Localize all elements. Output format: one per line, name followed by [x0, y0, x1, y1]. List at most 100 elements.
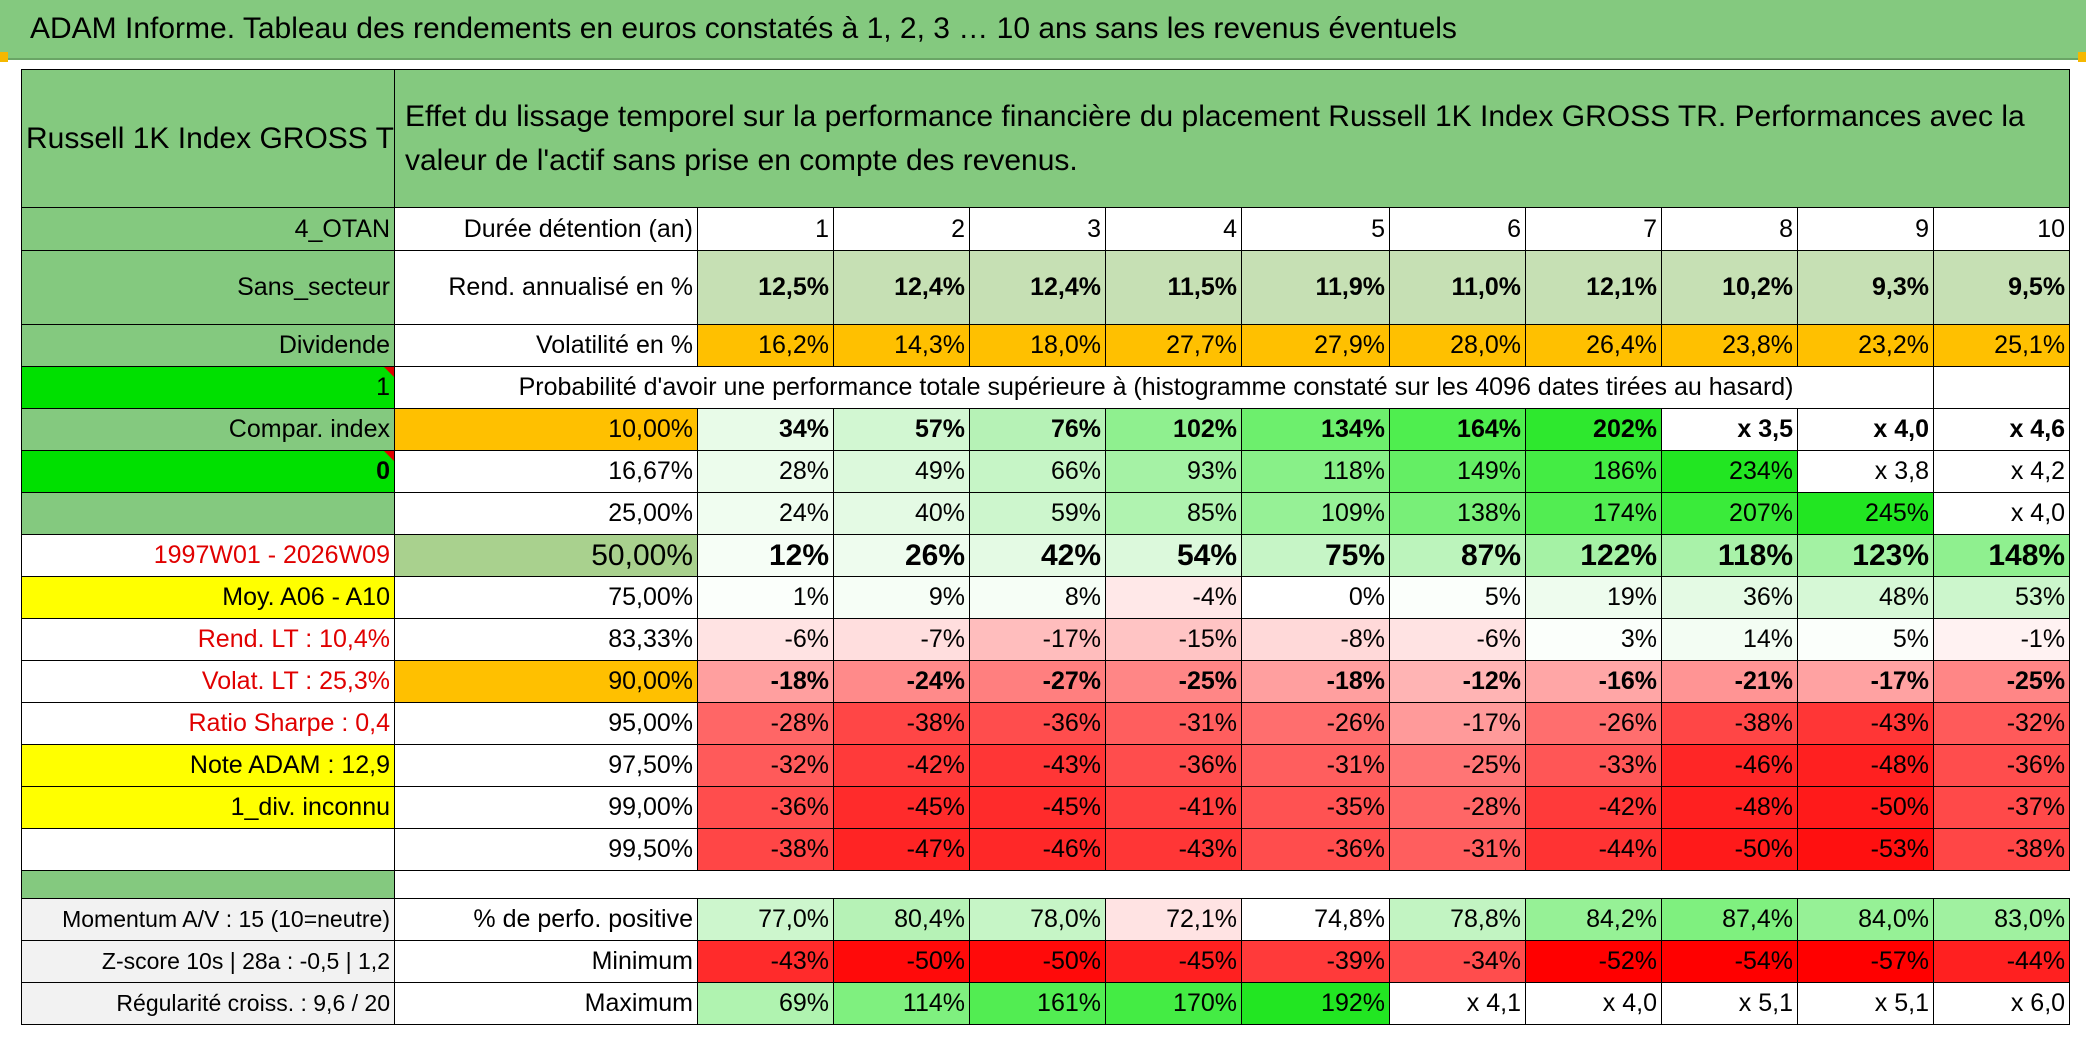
quantile-cell: -33%	[1525, 744, 1662, 787]
quantile-cell: 53%	[1932, 576, 2071, 619]
maximum-cell: x 4,1	[1389, 982, 1526, 1025]
quantile-cell: -17%	[969, 618, 1106, 661]
quantile-cell: 174%	[1525, 492, 1662, 535]
quantile-cell: 19%	[1525, 576, 1662, 619]
return-cell: 11,9%	[1241, 250, 1390, 325]
quantile-cell: -15%	[1105, 618, 1242, 661]
quantile-cell: -26%	[1525, 702, 1662, 745]
quantile-cell: -48%	[1661, 786, 1798, 829]
quantile-cell: -42%	[1525, 786, 1662, 829]
quantile-row: Note ADAM : 12,9 97,50% -32% -42% -43% -…	[21, 744, 2071, 787]
quantile-cell: -37%	[1932, 786, 2071, 829]
quantile-cell: -36%	[969, 702, 1106, 745]
year-header: 4	[1105, 207, 1242, 251]
quantile-cell: -8%	[1241, 618, 1390, 661]
minimum-cell: -54%	[1661, 940, 1798, 983]
quantile-row: Moy. A06 - A10 75,00% 1% 9% 8% -4% 0% 5%…	[21, 576, 2071, 619]
volatility-cell: 18,0%	[969, 324, 1106, 367]
label-momentum: Momentum A/V : 15 (10=neutre)	[21, 898, 395, 941]
quantile-cell: -31%	[1241, 744, 1390, 787]
quantile-row: Volat. LT : 25,3% 90,00% -18% -24% -27% …	[21, 660, 2071, 703]
quantile-cell: -21%	[1661, 660, 1798, 703]
quantile-cell: x 3,5	[1661, 408, 1798, 451]
quantile-cell: -38%	[833, 702, 970, 745]
volatility-cell: 23,2%	[1797, 324, 1934, 367]
quantile-pct: 16,67%	[394, 450, 698, 493]
volatility-label: Volatilité en %	[394, 324, 698, 367]
quantile-cell: -43%	[969, 744, 1106, 787]
quantile-cell: 14%	[1661, 618, 1798, 661]
quantile-cell: 49%	[833, 450, 970, 493]
minimum-cell: -50%	[969, 940, 1106, 983]
quantile-pct: 99,50%	[394, 828, 698, 871]
label-regularite: Régularité croiss. : 9,6 / 20	[21, 982, 395, 1025]
positive-label: % de perfo. positive	[394, 898, 698, 941]
minimum-cell: -52%	[1525, 940, 1662, 983]
quantile-pct: 10,00%	[394, 408, 698, 451]
quantile-cell: -25%	[1105, 660, 1242, 703]
quantile-cell: -45%	[969, 786, 1106, 829]
probability-header-row: 1 Probabilité d'avoir une performance to…	[21, 366, 2071, 409]
quantile-cell: -17%	[1389, 702, 1526, 745]
quantile-cell: 149%	[1389, 450, 1526, 493]
quantile-cell: -7%	[833, 618, 970, 661]
volatility-cell: 25,1%	[1932, 324, 2071, 367]
quantile-row: Compar. index 10,00% 34% 57% 76% 102% 13…	[21, 408, 2071, 451]
annualized-return-row: Sans_secteur Rend. annualisé en % 12,5% …	[21, 250, 2071, 325]
quantile-cell: -26%	[1241, 702, 1390, 745]
quantile-cell: 0%	[1241, 576, 1390, 619]
flag-cell-0: 0	[21, 450, 395, 493]
quantile-cell: 234%	[1661, 450, 1798, 493]
quantile-cell: -38%	[1661, 702, 1798, 745]
quantile-cell: -53%	[1797, 828, 1934, 871]
quantile-cell: 148%	[1932, 534, 2071, 577]
quantile-cell: -36%	[1932, 744, 2071, 787]
quantile-cell: 93%	[1105, 450, 1242, 493]
quantile-row-median: 1997W01 - 2026W09 50,00% 12% 26% 42% 54%…	[21, 534, 2071, 577]
maximum-cell: 161%	[969, 982, 1106, 1025]
quantile-cell: x 4,0	[1797, 408, 1934, 451]
quantile-cell: 24%	[697, 492, 834, 535]
quantile-cell: -50%	[1661, 828, 1798, 871]
maximum-cell: x 4,0	[1525, 982, 1662, 1025]
minimum-cell: -39%	[1241, 940, 1390, 983]
quantile-row: 0 16,67% 28% 49% 66% 93% 118% 149% 186% …	[21, 450, 2071, 493]
positive-cell: 78,0%	[969, 898, 1106, 941]
fund-name: Russell 1K Index GROSS TR	[21, 69, 395, 208]
label-income: Dividende	[21, 324, 395, 367]
quantile-pct: 90,00%	[394, 660, 698, 703]
quantile-cell: -28%	[697, 702, 834, 745]
quantile-cell: x 4,0	[1932, 492, 2071, 535]
return-cell: 12,1%	[1525, 250, 1662, 325]
annualized-return-label: Rend. annualisé en %	[394, 250, 698, 325]
quantile-cell: 102%	[1105, 408, 1242, 451]
maximum-cell: 192%	[1241, 982, 1390, 1025]
quantile-cell: -17%	[1797, 660, 1934, 703]
quantile-cell: 245%	[1797, 492, 1934, 535]
quantile-cell: -38%	[697, 828, 834, 871]
year-header: 2	[833, 207, 970, 251]
minimum-cell: -50%	[833, 940, 970, 983]
return-cell: 10,2%	[1661, 250, 1798, 325]
quantile-cell: 164%	[1389, 408, 1526, 451]
quantile-cell: -6%	[1389, 618, 1526, 661]
quantile-cell: 59%	[969, 492, 1106, 535]
quantile-cell: 122%	[1525, 534, 1662, 577]
positive-cell: 84,0%	[1797, 898, 1934, 941]
quantile-cell: 186%	[1525, 450, 1662, 493]
quantile-cell: -36%	[1105, 744, 1242, 787]
positive-cell: 74,8%	[1241, 898, 1390, 941]
years-row: 4_OTAN Durée détention (an) 1 2 3 4 5 6 …	[21, 207, 2071, 251]
maximum-label: Maximum	[394, 982, 698, 1025]
quantile-cell: 5%	[1389, 576, 1526, 619]
year-header: 5	[1241, 207, 1390, 251]
quantile-row: 1_div. inconnu 99,00% -36% -45% -45% -41…	[21, 786, 2071, 829]
positive-cell: 72,1%	[1105, 898, 1242, 941]
volatility-cell: 26,4%	[1525, 324, 1662, 367]
empty-cell	[1932, 366, 2071, 409]
corner-marker-right	[2078, 52, 2086, 62]
minimum-cell: -57%	[1797, 940, 1934, 983]
minimum-cell: -43%	[697, 940, 834, 983]
minimum-label: Minimum	[394, 940, 698, 983]
corner-marker-left	[0, 52, 8, 62]
